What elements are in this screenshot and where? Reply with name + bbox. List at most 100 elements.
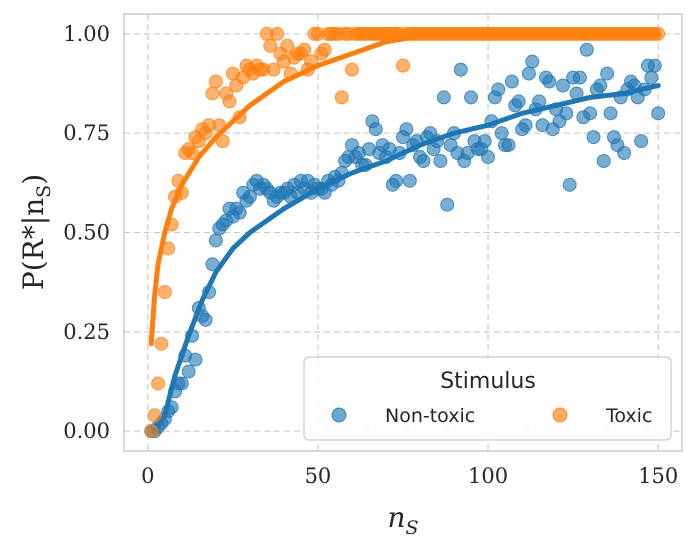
data-point-non-toxic [542,74,557,89]
data-point-non-toxic [205,257,220,272]
data-point-non-toxic [368,122,383,137]
data-point-non-toxic [208,233,223,248]
legend-box [303,356,672,441]
data-point-non-toxic [436,90,451,105]
data-point-non-toxic [477,134,492,149]
legend-marker-toxic [552,407,568,423]
data-point-non-toxic [392,146,407,161]
data-point-toxic [651,26,666,41]
data-point-non-toxic [637,82,652,97]
data-points [144,26,666,439]
x-tick-label: 150 [638,464,678,488]
data-point-non-toxic [181,364,196,379]
data-point-non-toxic [518,118,533,133]
data-point-toxic [161,241,176,256]
data-point-toxic [396,58,410,73]
data-point-non-toxic [174,376,189,391]
data-point-toxic [205,86,220,101]
data-point-non-toxic [600,66,615,81]
data-point-non-toxic [185,328,200,343]
data-point-toxic [144,424,159,439]
y-tick-label: 0.00 [63,419,110,443]
legend: Stimulus Non-toxic Toxic [303,356,672,441]
data-point-non-toxic [447,126,462,141]
data-point-toxic [232,110,247,125]
data-point-non-toxic [484,114,499,129]
data-point-non-toxic [651,106,666,121]
data-point-toxic [304,54,319,69]
data-point-toxic [344,62,359,77]
data-point-toxic [212,118,227,133]
data-point-toxic [222,94,237,109]
data-point-toxic [270,26,285,41]
data-point-toxic [185,146,200,161]
data-point-non-toxic [440,197,455,212]
y-tick-label: 1.00 [63,22,110,46]
y-tick-label: 0.75 [63,121,110,145]
data-point-non-toxic [491,82,506,97]
y-axis-label: P(R*|nS) [17,174,55,290]
data-point-non-toxic [433,153,448,168]
data-point-non-toxic [334,165,349,180]
data-point-non-toxic [389,173,404,188]
data-point-non-toxic [164,400,179,415]
data-point-toxic [317,42,332,57]
data-point-non-toxic [358,157,373,172]
data-point-non-toxic [634,134,649,149]
data-point-toxic [263,38,278,53]
data-point-toxic [151,376,166,391]
data-point-toxic [171,173,186,188]
y-tick-label: 0.50 [63,221,110,245]
x-tick-label: 0 [141,464,154,488]
data-point-non-toxic [617,146,632,161]
data-point-non-toxic [511,94,526,109]
data-point-non-toxic [501,138,516,153]
data-point-non-toxic [453,62,468,77]
data-point-toxic [147,408,162,423]
data-point-toxic [164,217,179,232]
data-point-non-toxic [202,285,217,300]
data-point-non-toxic [596,153,611,168]
data-point-non-toxic [399,122,414,137]
data-point-non-toxic [593,78,608,93]
data-point-toxic [208,74,223,89]
data-point-non-toxic [555,78,570,93]
data-point-non-toxic [525,54,540,69]
data-point-non-toxic [647,58,662,73]
data-point-toxic [297,42,312,57]
data-point-non-toxic [416,153,431,168]
data-point-non-toxic [579,42,594,57]
data-point-non-toxic [572,70,587,85]
legend-label-toxic: Toxic [605,405,652,427]
data-point-non-toxic [521,66,536,81]
data-point-toxic [157,285,172,300]
data-point-toxic [283,66,298,81]
data-point-non-toxic [562,177,577,192]
data-point-non-toxic [198,312,213,327]
data-point-non-toxic [569,86,584,101]
data-point-non-toxic [504,74,519,89]
data-point-non-toxic [188,352,203,367]
x-tick-label: 100 [468,464,508,488]
legend-title: Stimulus [440,369,536,394]
data-point-non-toxic [402,173,417,188]
x-tick-label: 50 [305,464,332,488]
data-point-non-toxic [430,134,445,149]
data-point-toxic [154,336,169,351]
data-point-non-toxic [481,150,496,165]
data-point-non-toxic [559,106,574,121]
data-point-non-toxic [464,90,479,105]
x-axis-label: nS [387,501,418,539]
data-point-non-toxic [494,126,509,141]
series-toxic [144,26,666,439]
data-point-toxic [174,185,189,200]
y-tick-label: 0.25 [63,320,110,344]
data-point-non-toxic [603,106,618,121]
legend-marker-non-toxic [331,407,347,423]
data-point-non-toxic [583,106,598,121]
data-point-non-toxic [644,70,659,85]
y-axis-ticks: 0.00 0.25 0.50 0.75 1.00 [63,22,110,443]
legend-label-non-toxic: Non-toxic [385,405,475,427]
